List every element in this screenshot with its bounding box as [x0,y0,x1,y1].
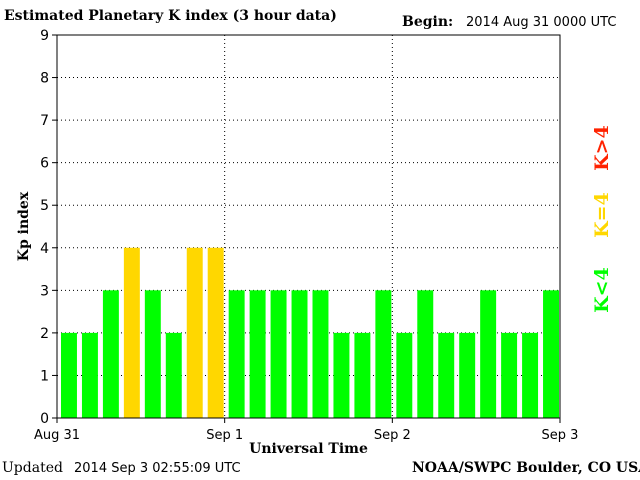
kp-bar [354,332,371,418]
kp-bar [270,290,287,418]
kp-bar [61,332,77,418]
kp-bar [165,332,182,418]
kp-bar [333,332,350,418]
kp-bar [501,332,518,418]
kp-bar [417,290,434,418]
kp-bar [207,247,224,418]
y-tick-label: 3 [40,283,49,299]
x-axis-label: Universal Time [249,441,368,457]
kp-bar [543,290,559,418]
kp-bar [438,332,455,418]
y-tick-label: 0 [40,411,49,427]
legend-item: K=4 [591,192,613,238]
kp-bar [144,290,161,418]
kp-bar [249,290,266,418]
begin-label: Begin: [402,14,454,30]
y-tick-label: 9 [40,28,49,44]
kp-bar [312,290,329,418]
x-tick-label: Sep 3 [542,428,579,443]
kp-bar [375,290,392,418]
kp-bar [228,290,245,418]
kp-bar [81,332,98,418]
y-tick-label: 7 [40,113,49,129]
legend-item: K<4 [591,267,613,313]
kp-bar [522,332,539,418]
kp-bar [123,247,140,418]
kp-bar [291,290,308,418]
kp-bar [186,247,203,418]
legend-item: K>4 [591,125,613,171]
x-tick-label: Sep 2 [374,428,411,443]
kp-bar [396,332,413,418]
credit-text: NOAA/SWPC Boulder, CO USA [412,460,640,476]
kp-bar [459,332,476,418]
x-tick-label: Sep 1 [206,428,243,443]
chart-title: Estimated Planetary K index (3 hour data… [4,8,337,24]
y-axis-label: Kp index [16,191,32,261]
updated-timestamp: 2014 Sep 3 02:55:09 UTC [74,461,241,476]
kp-bar [480,290,497,418]
y-tick-label: 8 [40,71,49,87]
begin-value: 2014 Aug 31 0000 UTC [466,15,617,30]
kp-bar [102,290,119,418]
y-tick-label: 6 [40,156,49,172]
y-tick-label: 1 [40,368,49,384]
updated-label: Updated [2,460,63,476]
x-tick-label: Aug 31 [34,428,80,443]
y-tick-label: 2 [40,326,49,342]
y-tick-label: 4 [40,241,49,257]
y-tick-label: 5 [40,198,49,214]
plot-frame [56,34,561,419]
